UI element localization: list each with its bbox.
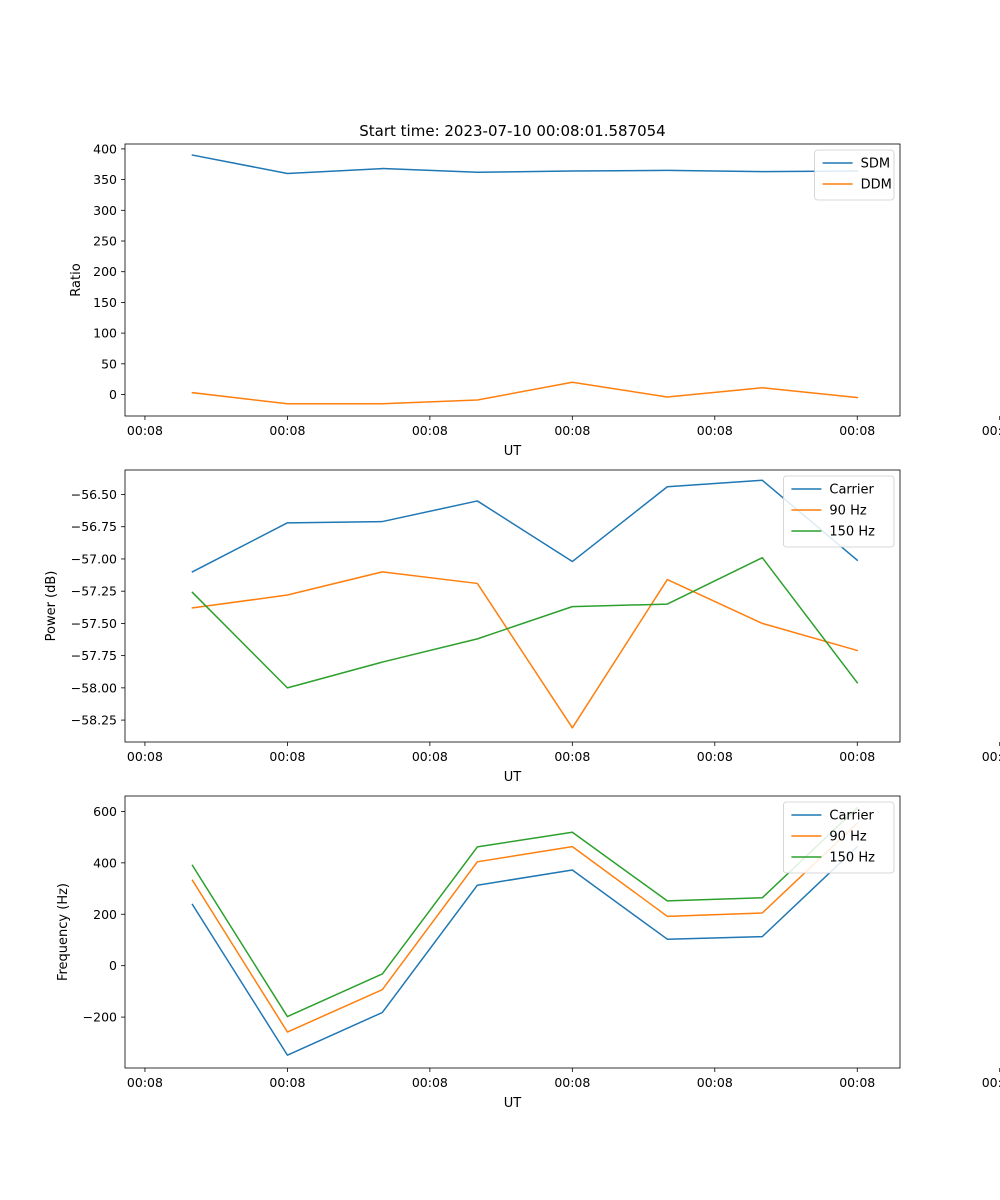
legend-label: 150 Hz (829, 851, 875, 866)
x-tick-label: 00:08 (127, 1075, 163, 1090)
y-tick-label: 200 (93, 907, 117, 922)
y-tick-label: −58.00 (71, 680, 117, 695)
series-line-150-hz (191, 556, 859, 689)
y-tick-label: 50 (101, 356, 117, 371)
x-tick-label: 00:09 (982, 1075, 1000, 1090)
y-axis-label: Ratio (69, 263, 84, 296)
y-tick-label: 0 (109, 387, 117, 402)
y-tick-label: −56.50 (71, 487, 117, 502)
x-tick-label: 00:09 (982, 749, 1000, 764)
series-line-ddm (191, 381, 859, 405)
legend-label: Carrier (829, 809, 874, 824)
legend-frame (783, 475, 895, 548)
y-tick-label: 0 (109, 958, 117, 973)
legend: SDM DDM (814, 149, 895, 201)
legend: Carrier 90 Hz 150 Hz (783, 801, 895, 874)
x-tick-label: 00:08 (127, 749, 163, 764)
x-axis-label: UT (504, 1096, 522, 1111)
y-tick-label: 400 (93, 855, 117, 870)
y-tick-label: −57.75 (71, 648, 117, 663)
plot-frame (124, 795, 901, 1069)
chart-title: Start time: 2023-07-10 00:08:01.587054 (359, 122, 665, 140)
y-tick-label: 200 (93, 264, 117, 279)
y-tick-label: 100 (93, 326, 117, 341)
x-axis-label: UT (504, 444, 522, 459)
x-tick-label: 00:09 (982, 423, 1000, 438)
y-tick-label: −57.50 (71, 616, 117, 631)
x-tick-label: 00:08 (269, 1075, 305, 1090)
x-tick-label: 00:08 (269, 749, 305, 764)
legend-label: 90 Hz (829, 830, 866, 845)
y-tick-label: −58.25 (71, 713, 117, 728)
x-tick-label: 00:08 (127, 423, 163, 438)
x-tick-label: 00:08 (412, 423, 448, 438)
x-tick-label: 00:08 (839, 749, 875, 764)
series-line-carrier (191, 479, 859, 573)
x-tick-label: 00:08 (554, 749, 590, 764)
series-line-90-hz (191, 822, 859, 1033)
series-line-sdm (191, 154, 859, 175)
y-tick-label: 600 (93, 804, 117, 819)
y-axis-label: Power (dB) (44, 571, 59, 642)
legend-label: DDM (861, 178, 892, 193)
legend-label: 150 Hz (829, 525, 875, 540)
chart-panel-2: 00:08 00:08 00:08 00:08 00:08 00:08 00:09 −58.2… (44, 469, 1000, 785)
x-tick-label: 00:08 (412, 749, 448, 764)
y-axis-label: Frequency (Hz) (56, 883, 71, 981)
y-tick-label: 250 (93, 234, 117, 249)
y-tick-label: 300 (93, 203, 117, 218)
x-tick-label: 00:08 (839, 1075, 875, 1090)
y-tick-label: −57.00 (71, 551, 117, 566)
legend-frame (783, 801, 895, 874)
y-tick-label: 350 (93, 172, 117, 187)
chart-panel-1: 00:08 00:08 00:08 00:08 00:08 00:08 00:09 0 50 10… (69, 141, 1000, 459)
series-line-carrier (191, 845, 859, 1056)
legend-label: SDM (861, 157, 890, 172)
y-tick-label: −56.75 (71, 519, 117, 534)
legend: Carrier 90 Hz 150 Hz (783, 475, 895, 548)
x-tick-label: 00:08 (697, 749, 733, 764)
series-line-150-hz (191, 806, 859, 1018)
y-tick-label: −200 (83, 1010, 117, 1025)
x-tick-label: 00:08 (697, 423, 733, 438)
y-tick-label: −57.25 (71, 584, 117, 599)
legend-label: 90 Hz (829, 504, 866, 519)
x-axis-label: UT (504, 770, 522, 785)
plot-frame (124, 469, 901, 743)
x-tick-label: 00:08 (697, 1075, 733, 1090)
x-tick-label: 00:08 (554, 1075, 590, 1090)
y-tick-label: 150 (93, 295, 117, 310)
x-tick-label: 00:08 (554, 423, 590, 438)
y-tick-label: 400 (93, 141, 117, 156)
plot-frame (124, 143, 901, 417)
legend-label: Carrier (829, 483, 874, 498)
series-line-90-hz (191, 571, 859, 729)
x-tick-label: 00:08 (269, 423, 305, 438)
chart-panel-3: 00:08 00:08 00:08 00:08 00:08 00:08 00:09 −200 0… (56, 795, 1000, 1111)
x-tick-label: 00:08 (412, 1075, 448, 1090)
x-tick-label: 00:08 (839, 423, 875, 438)
